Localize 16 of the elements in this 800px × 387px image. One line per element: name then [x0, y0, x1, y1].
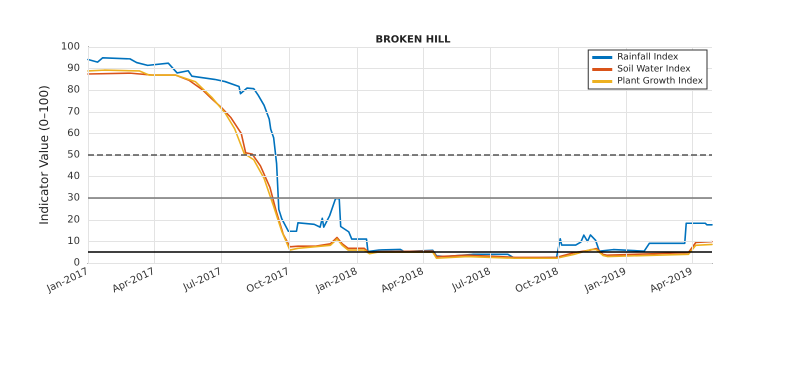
- y-tick-label: 100: [60, 42, 80, 52]
- y-tick-label: 70: [67, 106, 80, 118]
- y-tick-label: 10: [67, 236, 80, 247]
- legend-label: Plant Growth Index: [617, 76, 704, 86]
- legend-label: Rainfall Index: [617, 52, 680, 62]
- chart-title: BROKEN HILL: [375, 34, 452, 46]
- y-tick-label: 30: [67, 192, 80, 204]
- y-tick-label: 90: [67, 63, 80, 74]
- y-tick-label: 60: [67, 128, 80, 139]
- y-tick-label: 50: [67, 150, 80, 160]
- y-tick-label: 80: [67, 84, 80, 96]
- legend-label: Soil Water Index: [617, 64, 692, 74]
- y-tick-label: 20: [67, 214, 80, 226]
- y-tick-label: 40: [67, 171, 80, 182]
- y-axis-title: Indicator Value (0–100): [37, 85, 52, 225]
- y-tick-label: 0: [74, 258, 80, 268]
